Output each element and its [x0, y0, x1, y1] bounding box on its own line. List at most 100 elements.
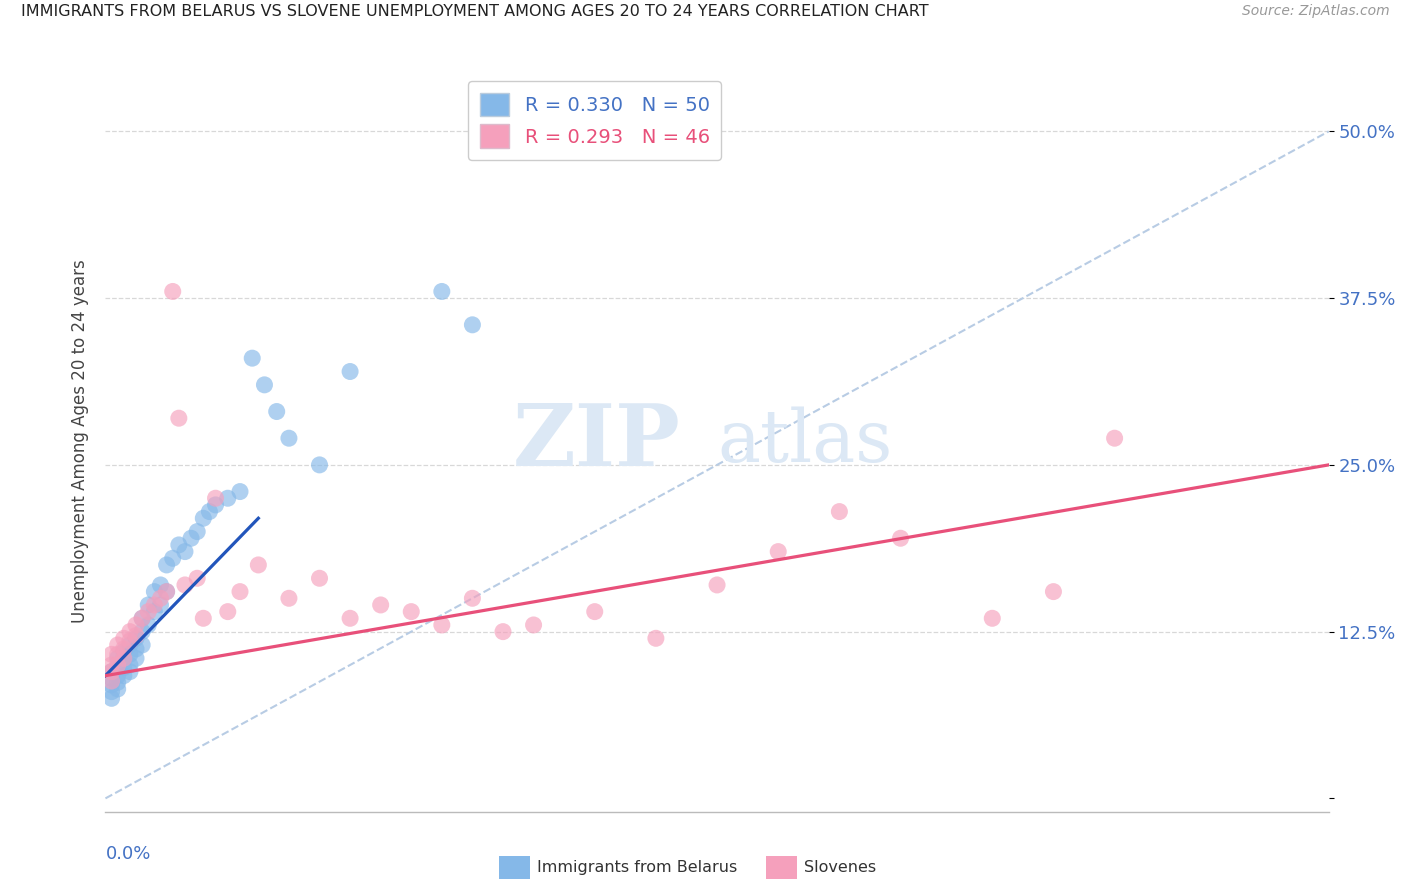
Point: [131, 624, 153, 639]
Point: [107, 675, 129, 690]
Point: [155, 584, 177, 599]
Point: [277, 591, 299, 606]
Point: [125, 632, 148, 646]
Point: [277, 431, 299, 445]
Point: [253, 377, 276, 392]
Point: [162, 285, 184, 299]
Point: [125, 618, 148, 632]
Point: [186, 524, 208, 539]
Point: [107, 668, 129, 682]
Point: [107, 681, 129, 696]
Point: [131, 638, 153, 652]
Point: [107, 638, 129, 652]
Point: [125, 642, 148, 657]
Point: [118, 657, 141, 672]
Point: [107, 657, 129, 672]
Point: [828, 505, 851, 519]
Point: [204, 498, 226, 512]
Point: [430, 618, 453, 632]
Point: [167, 538, 190, 552]
Point: [155, 558, 177, 572]
Point: [112, 668, 135, 682]
Point: [229, 584, 252, 599]
Point: [204, 491, 226, 506]
Point: [143, 584, 166, 599]
Point: [112, 660, 135, 674]
Point: [131, 611, 153, 625]
Text: ZIP: ZIP: [513, 400, 681, 483]
Point: [118, 665, 141, 679]
Point: [149, 598, 172, 612]
Point: [186, 571, 208, 585]
Point: [768, 544, 790, 558]
Point: [229, 484, 252, 499]
Point: [149, 591, 172, 606]
Point: [240, 351, 263, 366]
Point: [100, 691, 122, 706]
Point: [583, 605, 606, 619]
Point: [174, 578, 197, 592]
Text: IMMIGRANTS FROM BELARUS VS SLOVENE UNEMPLOYMENT AMONG AGES 20 TO 24 YEARS CORREL: IMMIGRANTS FROM BELARUS VS SLOVENE UNEMP…: [21, 4, 929, 20]
Point: [100, 665, 122, 679]
Point: [136, 618, 159, 632]
Point: [217, 491, 239, 506]
Point: [339, 611, 361, 625]
Point: [112, 651, 135, 665]
Point: [100, 648, 122, 662]
Point: [100, 678, 122, 692]
Point: [125, 629, 148, 643]
Legend: R = 0.330   N = 50, R = 0.293   N = 46: R = 0.330 N = 50, R = 0.293 N = 46: [468, 81, 721, 160]
Point: [107, 651, 129, 665]
Point: [399, 605, 422, 619]
Point: [125, 651, 148, 665]
Point: [492, 624, 515, 639]
Point: [644, 632, 666, 646]
Point: [149, 578, 172, 592]
Point: [308, 458, 330, 472]
Point: [136, 605, 159, 619]
Point: [889, 531, 911, 545]
Point: [112, 642, 135, 657]
Point: [706, 578, 728, 592]
Point: [107, 660, 129, 674]
Point: [118, 638, 141, 652]
Point: [112, 645, 135, 659]
Point: [118, 624, 141, 639]
Point: [118, 634, 141, 648]
Point: [112, 632, 135, 646]
Point: [266, 404, 288, 418]
Point: [162, 551, 184, 566]
Point: [112, 651, 135, 665]
Point: [107, 648, 129, 662]
Text: Source: ZipAtlas.com: Source: ZipAtlas.com: [1241, 4, 1389, 19]
Point: [461, 591, 484, 606]
Y-axis label: Unemployment Among Ages 20 to 24 years: Unemployment Among Ages 20 to 24 years: [70, 260, 89, 624]
Point: [461, 318, 484, 332]
Point: [193, 611, 215, 625]
Point: [180, 531, 202, 545]
Point: [523, 618, 546, 632]
Point: [100, 684, 122, 698]
Point: [430, 285, 453, 299]
Point: [198, 505, 221, 519]
Point: [155, 584, 177, 599]
Point: [1042, 584, 1064, 599]
Point: [339, 364, 361, 378]
Point: [100, 657, 122, 672]
Point: [370, 598, 392, 612]
Point: [193, 511, 215, 525]
Text: Slovenes: Slovenes: [804, 861, 876, 875]
Point: [136, 598, 159, 612]
Point: [1104, 431, 1126, 445]
Point: [131, 611, 153, 625]
Text: atlas: atlas: [717, 406, 893, 477]
Point: [308, 571, 330, 585]
Point: [118, 648, 141, 662]
Point: [143, 605, 166, 619]
Point: [100, 671, 122, 685]
Point: [217, 605, 239, 619]
Point: [174, 544, 197, 558]
Point: [247, 558, 270, 572]
Text: 0.0%: 0.0%: [105, 845, 150, 863]
Point: [100, 673, 122, 688]
